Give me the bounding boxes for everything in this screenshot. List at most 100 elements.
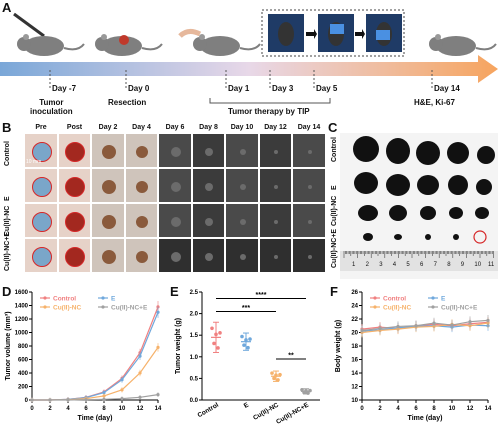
y-axis-label: Body weight (g): [335, 320, 342, 373]
data-point: [102, 394, 106, 398]
wound-spot: [65, 141, 86, 162]
significance-label: **: [288, 352, 294, 359]
wound-photo: [158, 168, 192, 203]
data-point: [468, 320, 472, 324]
data-point: [218, 331, 222, 335]
timeline-label-inoculation: Tumor inoculation: [30, 98, 73, 116]
wound-photo: [124, 168, 158, 203]
panel-e-letter: E: [170, 284, 179, 299]
significance-label: ****: [256, 292, 267, 299]
data-point: [308, 388, 312, 393]
wound-photo: [225, 203, 259, 238]
c-row-cu-nc: Cu(II)-NC: [331, 195, 338, 226]
data-point: [66, 398, 70, 402]
wound-spot: [136, 180, 149, 193]
data-point: [214, 332, 218, 337]
legend-marker: [43, 296, 47, 300]
series-line: [32, 394, 159, 401]
wound-spot: [31, 176, 52, 197]
legend-marker: [373, 296, 377, 300]
y-tick-label: 12: [351, 385, 358, 391]
wound-spot: [239, 148, 246, 155]
wound-photo: [158, 203, 192, 238]
data-point: [48, 398, 52, 402]
y-tick-label: 24: [351, 304, 358, 310]
wound-spot: [65, 246, 86, 267]
data-point: [120, 378, 124, 382]
x-tick-label: 6: [84, 406, 88, 412]
y-tick-label: 20: [351, 331, 358, 337]
wound-spot: [65, 176, 86, 197]
mouse-icon-2: [95, 34, 163, 56]
y-tick-label: 1200: [15, 317, 29, 323]
data-point: [242, 343, 246, 347]
x-tick-label: 14: [485, 406, 492, 412]
b-col-label: Pre: [35, 124, 47, 131]
wound-spot: [101, 144, 116, 159]
wound-photo: [91, 168, 125, 203]
y-tick-label: 2.5: [190, 290, 199, 296]
data-point: [276, 378, 280, 382]
y-tick-label: 0.5: [190, 376, 199, 382]
data-point: [240, 334, 244, 339]
y-tick-label: 1000: [15, 331, 29, 337]
legend-label: Control: [53, 296, 76, 303]
y-tick-label: 10: [351, 398, 358, 404]
significance-label: ***: [242, 305, 250, 312]
arrow-icon: [306, 29, 317, 39]
legend-label: Control: [383, 296, 406, 303]
wound-spot: [205, 147, 214, 156]
b-col-label: Day 4: [132, 124, 151, 131]
ruler-number: 3: [379, 262, 383, 268]
legend-marker: [101, 305, 105, 309]
y-tick-label: 600: [18, 358, 29, 364]
y-tick-label: 200: [18, 385, 29, 391]
data-point: [278, 372, 282, 377]
category-label: Cu(II)-NC+E: [275, 401, 311, 426]
ruler-number: 6: [420, 262, 424, 268]
x-tick-label: 2: [378, 406, 382, 412]
wound-spot: [205, 217, 214, 226]
wound-photo: [225, 238, 259, 273]
data-point: [138, 354, 142, 358]
data-point: [30, 398, 34, 402]
data-point: [244, 338, 248, 342]
therapy-bracket: [209, 98, 331, 104]
y-tick-label: 18: [351, 344, 358, 350]
series-line: [361, 321, 489, 330]
category-label: E: [243, 401, 251, 410]
b-col-label: Day 14: [297, 124, 321, 131]
b-col-label: Day 6: [165, 124, 185, 131]
x-tick-label: 6: [414, 406, 418, 412]
c-row-e: E: [331, 185, 338, 190]
wound-photo: [292, 133, 326, 168]
tumor-row-control: [353, 136, 495, 165]
y-tick-label: 1600: [15, 290, 29, 296]
wound-photo: [124, 133, 158, 168]
wound-spot: [170, 181, 181, 192]
data-point: [272, 376, 276, 381]
wound-spot: [307, 219, 312, 224]
x-tick-label: 12: [137, 406, 144, 412]
wound-spot: [65, 211, 86, 232]
missing-tumor-circle: [473, 230, 487, 244]
arrow-icon: [355, 29, 365, 39]
legend-label: Cu(II)-NC: [53, 305, 81, 312]
y-tick-label: 2.0: [190, 312, 199, 318]
data-point: [212, 341, 216, 346]
b-row-label: E: [4, 196, 11, 201]
data-point: [248, 337, 252, 341]
wound-photo: [191, 203, 225, 238]
y-tick-label: 400: [18, 371, 29, 377]
ruler-number: 11: [488, 262, 495, 268]
wound-photo: [292, 203, 326, 238]
legend-marker: [43, 305, 47, 309]
wound-spot: [274, 254, 279, 259]
panel-b-letter: B: [2, 120, 12, 135]
timeline-label-resection: Resection: [108, 98, 147, 107]
wound-spot: [274, 184, 279, 189]
data-point: [304, 389, 308, 393]
y-axis-label: Tumor volume (mm³): [5, 311, 12, 380]
legend-label: E: [441, 296, 446, 303]
